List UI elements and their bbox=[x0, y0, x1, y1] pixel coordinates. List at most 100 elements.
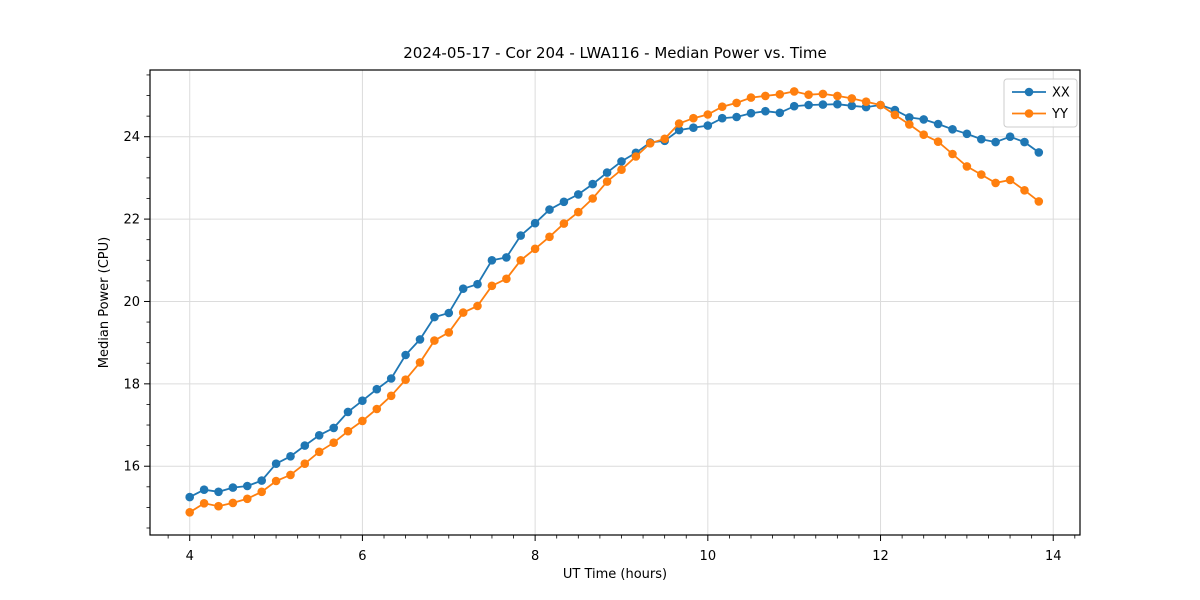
series-yy-marker bbox=[1034, 197, 1044, 206]
y-tick-label: 16 bbox=[123, 460, 140, 475]
series-yy-marker bbox=[991, 178, 1000, 188]
series-yy-marker bbox=[502, 274, 511, 284]
series-xx-marker bbox=[991, 137, 1000, 147]
series-xx-marker bbox=[1020, 137, 1029, 147]
series-yy-marker bbox=[746, 93, 756, 102]
series-yy-marker bbox=[487, 281, 497, 291]
series-yy-marker bbox=[458, 308, 468, 317]
series-yy-marker bbox=[530, 244, 540, 254]
series-xx-marker bbox=[530, 218, 540, 228]
series-yy-marker bbox=[588, 194, 597, 203]
x-tick-label: 4 bbox=[186, 549, 194, 564]
series-xx-marker bbox=[617, 157, 626, 166]
series-yy-marker bbox=[905, 120, 914, 129]
series-xx-marker bbox=[833, 99, 842, 109]
series-yy-marker bbox=[545, 232, 554, 242]
series-yy-marker bbox=[358, 416, 367, 426]
series-yy-marker bbox=[674, 119, 684, 128]
series-yy-marker bbox=[645, 139, 655, 148]
series-xx-marker bbox=[545, 205, 554, 214]
series-xx-marker bbox=[314, 431, 324, 440]
legend-label: YY bbox=[1051, 107, 1068, 122]
series-xx-marker bbox=[444, 308, 454, 318]
series-xx-marker bbox=[199, 485, 209, 495]
series-yy-marker bbox=[329, 438, 339, 448]
y-tick-label: 20 bbox=[123, 295, 140, 310]
series-xx-marker bbox=[343, 407, 353, 417]
series-yy-marker bbox=[559, 219, 569, 228]
series-yy-marker bbox=[386, 391, 396, 401]
series-yy-marker bbox=[818, 89, 828, 99]
series-xx-marker bbox=[732, 112, 741, 122]
series-xx-marker bbox=[789, 101, 799, 111]
series-xx-marker bbox=[689, 123, 698, 132]
series-yy-marker bbox=[602, 177, 612, 186]
series-yy-marker bbox=[689, 113, 698, 123]
series-xx-marker bbox=[559, 197, 569, 207]
series-xx-marker bbox=[185, 492, 194, 502]
series-xx-marker bbox=[243, 481, 252, 491]
series-yy-marker bbox=[1005, 175, 1015, 185]
series-xx-marker bbox=[674, 125, 684, 135]
series-yy-marker bbox=[473, 301, 482, 311]
series-xx-marker bbox=[372, 384, 382, 394]
series-yy-marker bbox=[631, 152, 641, 161]
series-xx-marker bbox=[919, 115, 928, 124]
series-yy-marker bbox=[617, 165, 626, 174]
series-yy-marker bbox=[660, 134, 669, 144]
series-xx-marker bbox=[775, 108, 785, 118]
series-xx-marker bbox=[458, 284, 468, 294]
series-xx-marker bbox=[977, 134, 986, 144]
y-tick-label: 22 bbox=[123, 213, 140, 228]
x-tick-label: 12 bbox=[872, 549, 889, 564]
series-xx-marker bbox=[574, 190, 583, 199]
legend-box bbox=[1003, 78, 1078, 128]
axes-spines bbox=[149, 69, 1081, 536]
series-yy-marker bbox=[890, 110, 900, 120]
series-xx-marker bbox=[588, 179, 597, 189]
series-yy-marker bbox=[243, 494, 252, 504]
series-xx-marker bbox=[401, 350, 410, 360]
series-yy-marker bbox=[775, 90, 785, 99]
series-xx-marker bbox=[948, 125, 957, 134]
series-xx-marker bbox=[271, 459, 281, 469]
series-yy-marker bbox=[516, 255, 525, 265]
series-yy-marker bbox=[703, 110, 713, 119]
series-xx-marker bbox=[487, 255, 497, 265]
x-tick-label: 8 bbox=[531, 549, 539, 564]
series-yy-marker bbox=[789, 87, 799, 96]
x-tick-label: 14 bbox=[1045, 549, 1062, 564]
series-xx-marker bbox=[214, 487, 223, 497]
y-axis-label: Median Power (CPU) bbox=[97, 237, 112, 368]
series-yy-marker bbox=[977, 170, 986, 179]
series-xx-marker bbox=[516, 231, 525, 240]
series-xx-marker bbox=[818, 100, 828, 109]
series-xx-marker bbox=[430, 312, 439, 322]
series-yy-marker bbox=[199, 499, 209, 508]
series-xx-marker bbox=[358, 396, 367, 406]
legend-marker-icon bbox=[1024, 109, 1034, 118]
series-yy-marker bbox=[314, 447, 324, 457]
legend-marker-icon bbox=[1024, 87, 1034, 97]
series-xx-marker bbox=[847, 101, 857, 111]
series-yy-marker bbox=[804, 90, 813, 99]
series-xx-marker bbox=[962, 129, 972, 139]
series-xx-marker bbox=[703, 121, 713, 130]
series-yy-marker bbox=[372, 404, 382, 414]
series-yy-marker bbox=[286, 470, 295, 480]
series-yy-marker bbox=[876, 100, 885, 110]
series-yy-marker bbox=[847, 94, 857, 103]
series-yy-marker bbox=[861, 97, 871, 106]
y-tick-label: 18 bbox=[123, 377, 140, 392]
series-yy-marker bbox=[948, 149, 957, 159]
series-xx-marker bbox=[602, 168, 612, 177]
series-yy-marker bbox=[343, 426, 353, 436]
x-tick-label: 6 bbox=[358, 549, 366, 564]
series-xx-marker bbox=[228, 483, 238, 492]
series-yy-marker bbox=[430, 336, 439, 345]
series-xx-marker bbox=[804, 100, 813, 110]
x-axis-label: UT Time (hours) bbox=[563, 567, 667, 582]
series-xx-marker bbox=[386, 374, 396, 383]
